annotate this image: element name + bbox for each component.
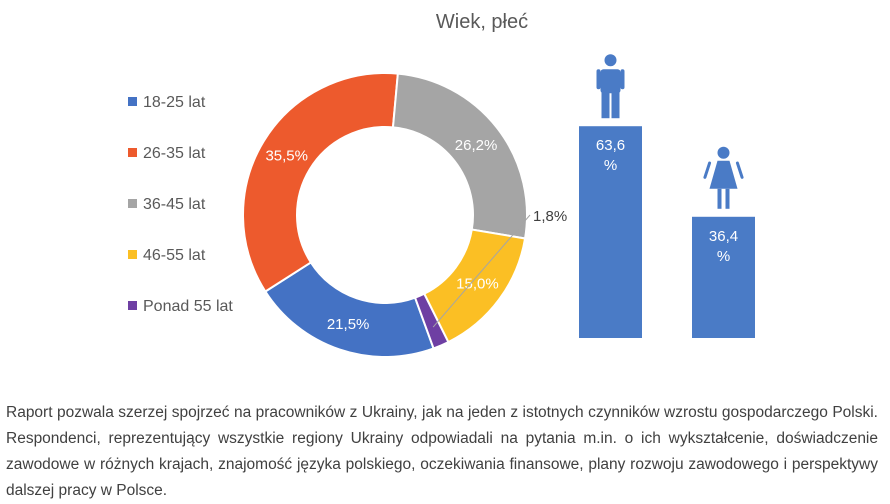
legend-label: 46-55 lat	[143, 247, 206, 264]
gender-bar-chart: 63,6 % 36,4%	[579, 54, 755, 338]
slice-label: 21,5%	[327, 316, 370, 333]
legend-swatch	[128, 148, 137, 157]
slice-label: 35,5%	[265, 147, 308, 164]
body-paragraph: Raport pozwala szerzej spojrzeć na praco…	[6, 404, 878, 499]
legend-label: 18-25 lat	[143, 94, 206, 111]
legend-swatch	[128, 199, 137, 208]
legend-swatch	[128, 250, 137, 259]
legend-label: 36-45 lat	[143, 196, 206, 213]
bar-label: 36,4%	[709, 228, 738, 265]
slice-label: 26,2%	[455, 137, 498, 154]
chart-area: Wiek, płeć 18-25 lat 26-35 lat 36-45 lat 46…	[128, 11, 755, 358]
leader-line	[432, 214, 531, 328]
bar-label: 63,6%	[596, 137, 625, 174]
donut-slice-1	[263, 261, 435, 358]
chart-title: Wiek, płeć	[436, 11, 528, 33]
legend-label: 26-35 lat	[143, 145, 206, 162]
donut-slice-5	[413, 292, 450, 350]
slice-label: 15,0%	[456, 275, 499, 292]
legend-label: Ponad 55 lat	[143, 298, 233, 315]
donut-chart: 21,5% 35,5% 26,2% 15,0% 1,8%	[242, 72, 567, 358]
legend-swatch	[128, 97, 137, 106]
bar-female	[692, 216, 755, 338]
slice-label: 1,8%	[533, 208, 567, 225]
female-icon	[703, 146, 744, 209]
legend-swatch	[128, 301, 137, 310]
male-icon	[596, 54, 625, 119]
donut-slice-2	[242, 72, 399, 293]
legend: 18-25 lat 26-35 lat 36-45 lat 46-55 lat Pona…	[128, 94, 233, 315]
donut-slice-3	[391, 72, 528, 240]
bar-male	[579, 126, 642, 338]
